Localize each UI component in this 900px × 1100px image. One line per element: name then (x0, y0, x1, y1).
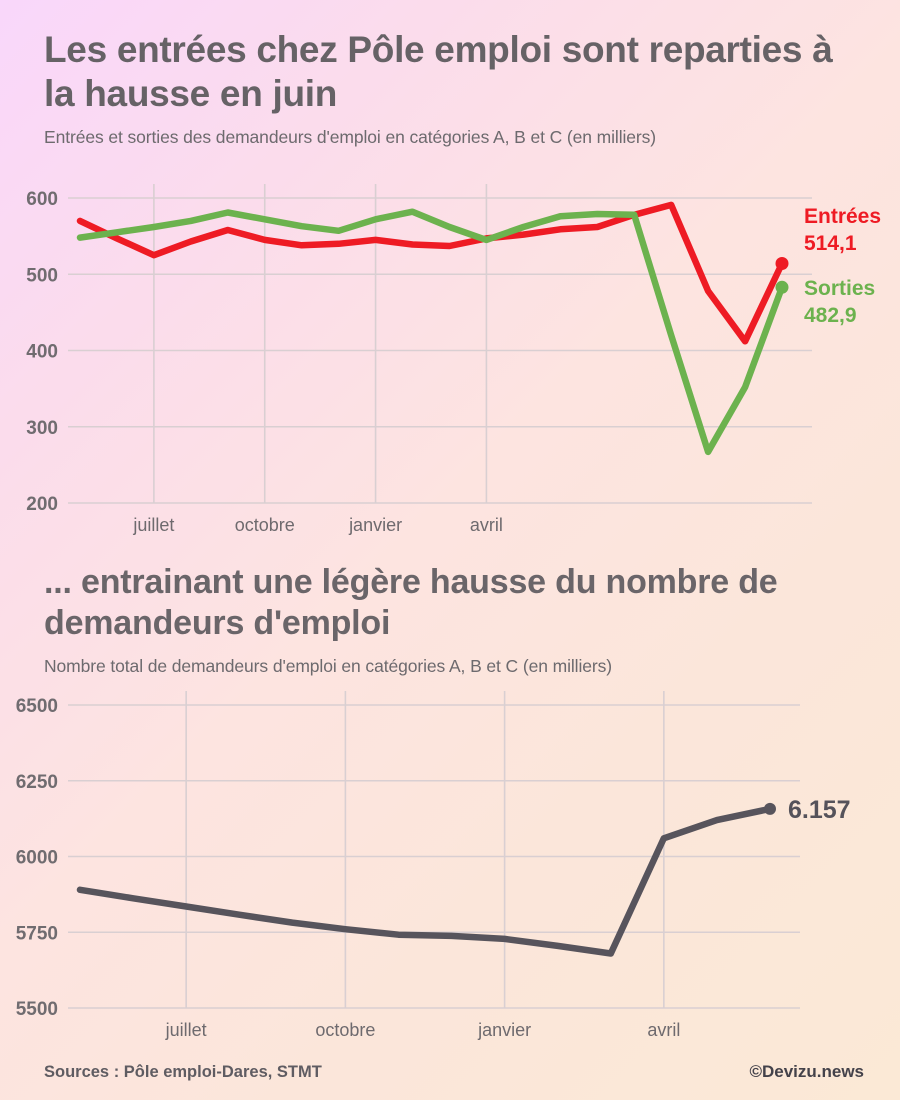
sources-text: Sources : Pôle emploi-Dares, STMT (44, 1062, 322, 1081)
svg-text:200: 200 (26, 494, 58, 515)
svg-text:juillet: juillet (132, 515, 174, 535)
chart-1-y-axis-labels: 200 300 400 500 600 (26, 189, 58, 515)
svg-text:avril: avril (647, 1020, 680, 1040)
page-title: Les entrées chez Pôle emploi sont repart… (44, 29, 833, 114)
chart-2-x-axis-labels: juillet octobre janvier avril (165, 1020, 681, 1040)
footer: Sources : Pôle emploi-Dares, STMT ©Deviz… (44, 1062, 864, 1082)
svg-text:5500: 5500 (16, 999, 58, 1020)
chart-2-y-axis-labels: 5500 5750 6000 6250 6500 (16, 696, 58, 1020)
top-heading-block: Les entrées chez Pôle emploi sont repart… (44, 28, 870, 148)
top-subtitle: Entrées et sorties des demandeurs d'empl… (44, 127, 657, 148)
svg-text:6.157: 6.157 (788, 796, 851, 824)
svg-text:6000: 6000 (16, 848, 58, 869)
svg-text:482,9: 482,9 (804, 304, 857, 327)
chart-2-gridlines (68, 691, 800, 1009)
svg-text:octobre: octobre (315, 1020, 375, 1040)
chart-1-series-lines (76, 201, 789, 456)
chart-total-demandeurs: 5500 5750 6000 6250 6500 juillet octobre janvi… (0, 690, 900, 1040)
chart-1-svg: 200 300 400 500 600 juillet octobre janvier avr… (26, 184, 881, 535)
svg-text:juillet: juillet (165, 1020, 207, 1040)
chart-2-annotations: 6.157 (788, 796, 851, 824)
section-title: ... entrainant une légère hausse du nomb… (44, 563, 778, 642)
svg-text:400: 400 (26, 342, 58, 363)
svg-text:Sorties: Sorties (804, 277, 875, 300)
chart-1-x-axis-labels: juillet octobre janvier avril (132, 515, 503, 535)
svg-text:514,1: 514,1 (804, 232, 857, 255)
chart-2-svg: 5500 5750 6000 6250 6500 juillet octobre janvi… (16, 691, 851, 1040)
svg-text:avril: avril (470, 515, 503, 535)
middle-heading-block: ... entrainant une légère hausse du nomb… (44, 562, 870, 677)
chart-1-gridlines (68, 184, 812, 504)
chart-entrees-sorties: 200 300 400 500 600 juillet octobre janvier avr… (0, 178, 900, 538)
svg-text:octobre: octobre (235, 515, 295, 535)
svg-text:janvier: janvier (477, 1020, 531, 1040)
svg-text:500: 500 (26, 265, 58, 286)
brand-credit: ©Devizu.news (749, 1062, 864, 1081)
chart-1-annotations: Entrées 514,1 Sorties 482,9 (804, 205, 881, 327)
svg-text:janvier: janvier (348, 515, 402, 535)
svg-text:6250: 6250 (16, 772, 58, 793)
svg-text:6500: 6500 (16, 696, 58, 717)
svg-text:5750: 5750 (16, 923, 58, 944)
svg-text:600: 600 (26, 189, 58, 210)
svg-text:300: 300 (26, 418, 58, 439)
chart-2-series-lines (76, 802, 776, 957)
svg-text:Entrées: Entrées (804, 205, 881, 228)
middle-subtitle: Nombre total de demandeurs d'emploi en c… (44, 655, 612, 676)
